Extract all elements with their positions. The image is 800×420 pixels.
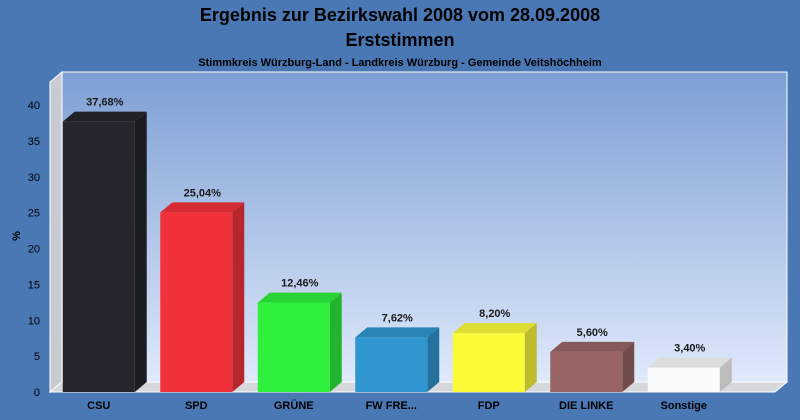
y-axis-label: %	[11, 231, 23, 241]
bar-value-label: 8,20%	[479, 308, 510, 320]
bar-top	[160, 202, 245, 213]
x-tick-label: DIE LINKE	[559, 400, 613, 412]
x-tick-label: GRÜNE	[274, 399, 314, 412]
bar-0: 37,68%	[62, 97, 147, 393]
bar-front	[257, 302, 330, 392]
y-tick-label: 40	[28, 100, 40, 112]
bar-side	[622, 341, 635, 392]
bar-front	[550, 351, 623, 392]
bar-side	[232, 202, 245, 392]
y-tick-label: 10	[28, 315, 40, 327]
bar-2: 12,46%	[257, 278, 342, 392]
chart-title: Ergebnis zur Bezirkswahl 2008 vom 28.09.…	[200, 5, 600, 25]
y-tick-label: 0	[34, 387, 40, 399]
bar-4: 8,20%	[452, 308, 537, 392]
bar-6: 3,40%	[647, 343, 732, 392]
x-tick-label: CSU	[87, 400, 110, 412]
bar-front	[62, 121, 135, 393]
bars: 37,68% 25,04% 12,46% 7,62% 8,20% 5,60% 3,40%	[62, 97, 732, 393]
bar-1: 25,04%	[160, 187, 245, 392]
chart-caption: Stimmkreis Würzburg-Land - Landkreis Wür…	[198, 57, 602, 69]
bar-top	[257, 292, 342, 303]
bar-3: 7,62%	[355, 312, 440, 392]
x-axis: CSU SPD GRÜNE FW FRE... FDP DIE LINKE Sonstige	[87, 399, 707, 412]
bar-front	[452, 333, 525, 392]
chart-subtitle: Erststimmen	[345, 30, 454, 50]
bar-top	[647, 357, 732, 368]
bar-side	[524, 323, 537, 392]
bar-front	[160, 212, 233, 392]
x-tick-label: FDP	[478, 400, 500, 412]
bar-value-label: 7,62%	[382, 312, 413, 324]
bar-side	[427, 327, 440, 392]
bar-top	[62, 111, 147, 122]
bar-5: 5,60%	[550, 327, 635, 392]
y-tick-label: 25	[28, 208, 40, 220]
bar-value-label: 5,60%	[577, 327, 608, 339]
y-tick-label: 20	[28, 244, 40, 256]
y-tick-label: 35	[28, 136, 40, 148]
bar-side	[134, 111, 147, 393]
x-tick-label: FW FRE...	[366, 400, 417, 412]
y-axis: 0 5 10 15 20 25 30 35 40	[28, 100, 40, 399]
bar-front	[647, 367, 720, 392]
x-tick-label: SPD	[185, 400, 208, 412]
bar-value-label: 25,04%	[184, 187, 222, 199]
x-tick-label: Sonstige	[661, 400, 707, 412]
bar-top	[550, 341, 635, 352]
bar-side	[329, 292, 342, 392]
bar-top	[355, 327, 440, 338]
y-tick-label: 5	[34, 351, 40, 363]
y-tick-label: 15	[28, 279, 40, 291]
bar-front	[355, 337, 428, 392]
bar-top	[452, 323, 537, 334]
bar-value-label: 37,68%	[86, 97, 124, 109]
bar-value-label: 12,46%	[281, 278, 319, 290]
y-tick-label: 30	[28, 172, 40, 184]
plot-side-wall	[49, 70, 63, 394]
bar-side	[719, 357, 732, 392]
bar-value-label: 3,40%	[674, 343, 705, 355]
